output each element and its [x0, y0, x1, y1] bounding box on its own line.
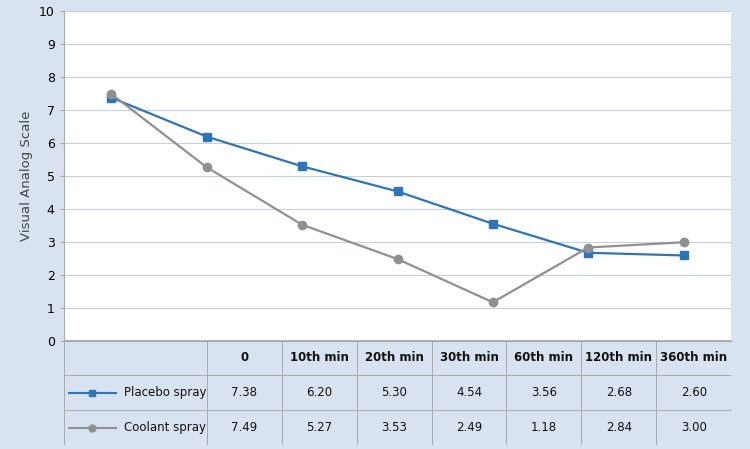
Text: 30th min: 30th min: [440, 351, 499, 364]
Text: 360th min: 360th min: [660, 351, 728, 364]
Y-axis label: Visual Analog Scale: Visual Analog Scale: [20, 111, 33, 242]
Text: 120th min: 120th min: [585, 351, 652, 364]
Text: 2.49: 2.49: [456, 421, 482, 434]
Text: 3.53: 3.53: [381, 421, 407, 434]
Text: 5.30: 5.30: [381, 386, 407, 399]
Text: 3.56: 3.56: [531, 386, 557, 399]
Text: 3.00: 3.00: [681, 421, 706, 434]
Text: 4.54: 4.54: [456, 386, 482, 399]
Text: 2.68: 2.68: [606, 386, 632, 399]
Text: 5.27: 5.27: [306, 421, 332, 434]
Text: 2.60: 2.60: [681, 386, 706, 399]
Text: Placebo spray: Placebo spray: [124, 386, 206, 399]
Text: 7.49: 7.49: [231, 421, 257, 434]
Text: 20th min: 20th min: [364, 351, 424, 364]
Text: 0: 0: [240, 351, 248, 364]
Text: 7.38: 7.38: [231, 386, 257, 399]
Text: 1.18: 1.18: [531, 421, 557, 434]
Text: Coolant spray: Coolant spray: [124, 421, 206, 434]
Text: 6.20: 6.20: [306, 386, 332, 399]
Text: 60th min: 60th min: [514, 351, 574, 364]
Text: 2.84: 2.84: [606, 421, 632, 434]
Text: 10th min: 10th min: [290, 351, 349, 364]
